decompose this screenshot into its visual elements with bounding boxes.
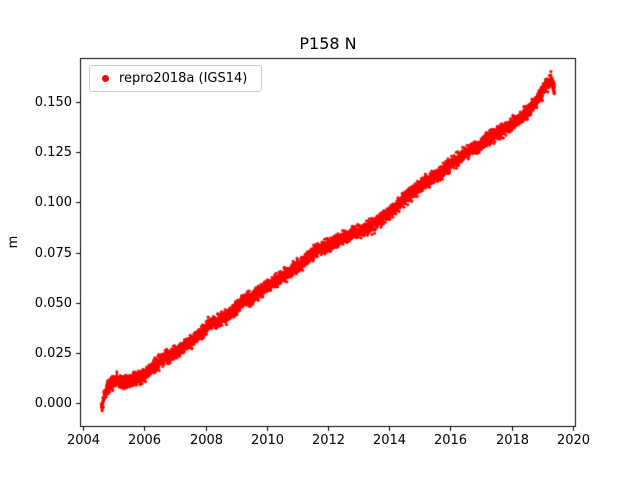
y-tick-label: 0.000 — [34, 395, 72, 411]
x-tick-label: 2012 — [311, 433, 346, 448]
y-tick-label: 0.100 — [34, 194, 72, 210]
chart-title: P158 N — [299, 34, 357, 53]
x-tick-label: 2014 — [372, 433, 407, 448]
x-tick-label: 2010 — [250, 433, 285, 448]
x-tick-label: 2004 — [66, 433, 101, 448]
legend-entry-label: repro2018a (IGS14) — [119, 71, 248, 86]
y-tick-label: 0.150 — [34, 94, 72, 110]
x-tick-label: 2020 — [556, 433, 591, 448]
legend: repro2018a (IGS14) — [89, 65, 263, 92]
y-tick-label: 0.025 — [34, 345, 72, 361]
y-tick-label: 0.125 — [34, 144, 72, 160]
legend-marker-icon — [102, 75, 109, 82]
y-axis-label: m — [6, 235, 21, 249]
y-tick-label: 0.075 — [34, 245, 72, 261]
x-tick-label: 2016 — [433, 433, 468, 448]
x-tick-label: 2008 — [189, 433, 224, 448]
x-tick-label: 2006 — [127, 433, 162, 448]
y-tick-label: 0.050 — [34, 295, 72, 311]
x-tick-label: 2018 — [495, 433, 530, 448]
